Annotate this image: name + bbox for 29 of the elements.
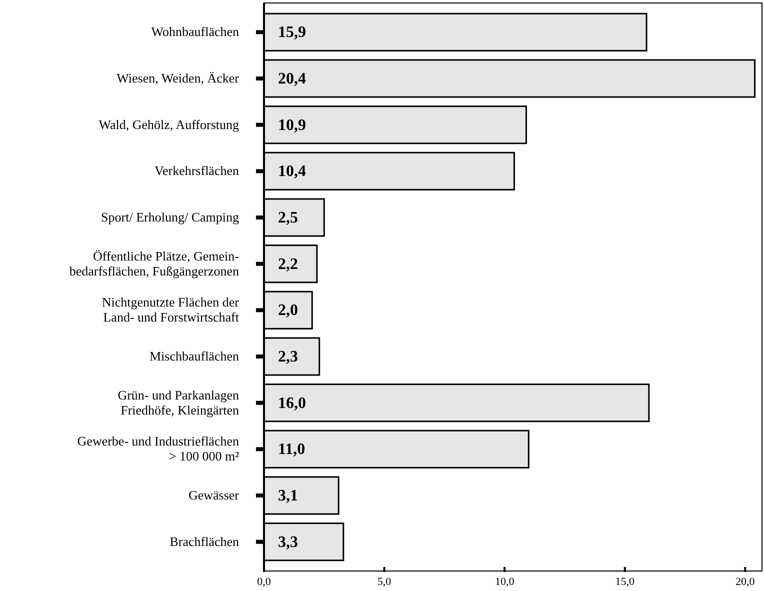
data-label: 2,2	[278, 256, 298, 273]
y-tick-label: Gewässer	[188, 488, 240, 502]
data-label: 3,3	[278, 534, 298, 551]
x-tick-label: 0,0	[257, 576, 272, 588]
data-label: 2,3	[278, 348, 298, 366]
y-tick-label: Mischbauflächen	[149, 348, 240, 364]
y-tick-label: Grün- und Parkanlagen Friedhöfe, Kleingärten	[118, 387, 240, 418]
y-tick-label: Sport/ Erholung/ Camping	[101, 210, 240, 224]
data-label: 11,0	[278, 441, 306, 458]
y-tick-label: Wohnbauflächen	[151, 24, 240, 40]
y-tick-label: Gewerbe- und Industrieflächen > 100 000 m²	[77, 434, 240, 464]
data-label: 16,0	[278, 394, 306, 412]
data-label: 20,4	[278, 70, 306, 88]
data-label: 15,9	[278, 24, 306, 42]
x-tick-label: 10,0	[494, 576, 515, 588]
y-tick-label: Wiesen, Weiden, Äcker	[116, 70, 240, 86]
x-tick-label: 15,0	[615, 576, 635, 588]
x-tick-label: 20,0	[736, 576, 756, 588]
y-tick-label: Öffentliche Plätze, Gemein- bedarfsflächen, Fußgängerzonen	[69, 248, 240, 278]
y-tick-label: Verkehrsflächen	[154, 163, 240, 178]
data-label: 2,5	[278, 210, 298, 226]
x-tick-label: 5,0	[377, 576, 392, 588]
y-tick-label: Nichtgenutzte Flächen der Land- und Forstwirtschaft	[102, 294, 240, 325]
data-label: 10,4	[278, 163, 306, 180]
data-label: 10,9	[278, 116, 306, 134]
y-tick-label: Wald, Gehölz, Aufforstung	[98, 116, 240, 132]
y-tick-label: Brachflächen	[170, 534, 240, 549]
data-label: 3,1	[278, 488, 298, 504]
data-label: 2,0	[278, 302, 298, 320]
